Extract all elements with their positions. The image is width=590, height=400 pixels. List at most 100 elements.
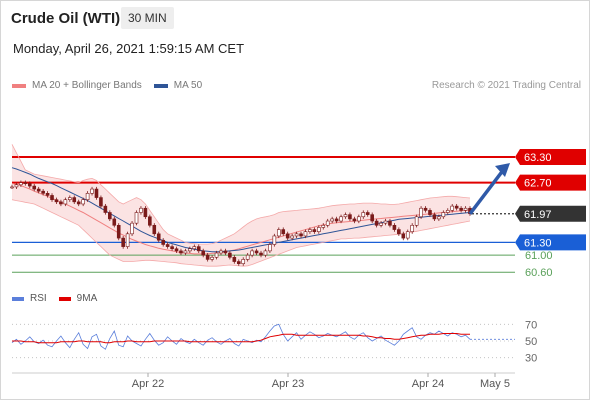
candle-body xyxy=(428,210,432,215)
candle-body xyxy=(14,184,19,188)
candle-body xyxy=(161,239,165,245)
candle-body xyxy=(321,224,326,228)
price-tag-3 xyxy=(515,234,586,251)
candle-body xyxy=(441,212,446,218)
price-legend: MA 20 + Bollinger Bands MA 50 xyxy=(12,80,214,91)
legend-label-rsi: RSI xyxy=(30,293,47,304)
candle-body xyxy=(299,233,303,237)
interval-badge[interactable]: 30 MIN xyxy=(121,7,174,29)
forecast-arrow-shaft xyxy=(468,167,506,215)
candle-body xyxy=(50,195,54,201)
candle-body xyxy=(268,244,272,252)
candle-body xyxy=(463,207,468,211)
x-tick-label-3: May 5 xyxy=(480,378,510,390)
candle-body xyxy=(205,254,210,260)
timestamp: Monday, April 26, 2021 1:59:15 AM CET xyxy=(13,41,245,56)
legend-item-bollinger: MA 20 + Bollinger Bands xyxy=(12,80,142,91)
candle-body xyxy=(232,256,237,262)
legend-label-ma50: MA 50 xyxy=(173,80,203,91)
candle-body xyxy=(276,229,281,237)
candle-body xyxy=(388,220,392,226)
candle-body xyxy=(210,256,214,260)
candle-body xyxy=(437,216,441,220)
candle-body xyxy=(148,216,152,226)
candle-body xyxy=(130,222,134,235)
credit-text: Research © 2021 Trading Central xyxy=(431,80,581,91)
candle-body xyxy=(352,218,357,222)
candle-body xyxy=(423,207,428,211)
candle-body xyxy=(134,212,139,224)
candle-body xyxy=(19,182,23,186)
candle-body xyxy=(90,188,94,194)
candle-body xyxy=(383,220,388,224)
candle-body xyxy=(236,261,241,264)
candle-body xyxy=(339,216,343,222)
candle-body xyxy=(125,233,130,247)
candle-body xyxy=(85,193,90,201)
candle-body xyxy=(152,224,157,235)
candle-body xyxy=(179,250,183,254)
candle-body xyxy=(379,222,383,226)
candle-body xyxy=(325,220,330,226)
candle-body xyxy=(259,252,263,256)
candle-body xyxy=(63,199,68,205)
candle-body xyxy=(410,224,414,232)
candle-body xyxy=(41,190,45,194)
rsi-tick-label-1: 50 xyxy=(525,336,537,348)
candle-body xyxy=(312,229,317,232)
rsi-series-9ma xyxy=(12,333,470,344)
candle-body xyxy=(254,250,259,254)
legend-item-ma50: MA 50 xyxy=(153,80,203,91)
candle-body xyxy=(72,197,77,203)
candle-body xyxy=(196,246,201,252)
candle-body xyxy=(459,207,463,211)
legend-swatch-rsi xyxy=(12,296,24,301)
candle-body xyxy=(330,218,334,222)
legend-swatch-9ma xyxy=(58,296,71,301)
candle-body xyxy=(188,248,192,252)
candle-body xyxy=(374,220,379,226)
candle-body xyxy=(272,235,277,245)
candle-body xyxy=(334,218,339,222)
candle-body xyxy=(365,212,370,215)
candle-body xyxy=(112,218,117,226)
candle-body xyxy=(445,210,450,213)
candle-body xyxy=(183,250,188,254)
rsi-legend: RSI 9MA xyxy=(12,293,109,304)
price-tag-0 xyxy=(515,149,586,166)
candle-body xyxy=(121,237,125,247)
candle-body xyxy=(241,259,246,264)
candle-body xyxy=(174,248,179,252)
ma50-line xyxy=(11,167,471,253)
x-tick-label-0: Apr 22 xyxy=(132,378,164,390)
candle-body xyxy=(285,233,290,239)
candle-body xyxy=(32,185,37,190)
rsi-series-rsi xyxy=(11,323,471,350)
candle-body xyxy=(397,229,401,235)
legend-swatch-ma50 xyxy=(153,83,168,88)
candle-body xyxy=(401,233,406,239)
candle-body xyxy=(414,216,419,226)
price-tag-2 xyxy=(515,205,586,222)
price-level-label-4: 61.00 xyxy=(525,250,553,262)
forecast-arrow-head xyxy=(495,163,510,178)
legend-item-rsi: RSI xyxy=(12,293,47,304)
candle-body xyxy=(419,207,423,218)
legend-label-9ma: 9MA xyxy=(76,293,98,304)
instrument-title: Crude Oil (WTI) xyxy=(11,10,121,27)
price-tag-label-2: 61.97 xyxy=(524,209,552,221)
candle-body xyxy=(81,199,85,205)
candle-body xyxy=(250,250,254,256)
candle-body xyxy=(223,250,228,254)
x-tick-label-1: Apr 23 xyxy=(272,378,304,390)
candle-body xyxy=(10,186,14,189)
ma20-line xyxy=(11,183,471,255)
bollinger-lower-line xyxy=(11,199,471,267)
legend-item-9ma: 9MA xyxy=(58,293,98,304)
candle-body xyxy=(59,201,63,205)
candle-body xyxy=(45,193,50,196)
candle-body xyxy=(370,214,374,222)
candle-body xyxy=(219,250,223,254)
legend-label-bollinger: MA 20 + Bollinger Bands xyxy=(32,80,142,91)
